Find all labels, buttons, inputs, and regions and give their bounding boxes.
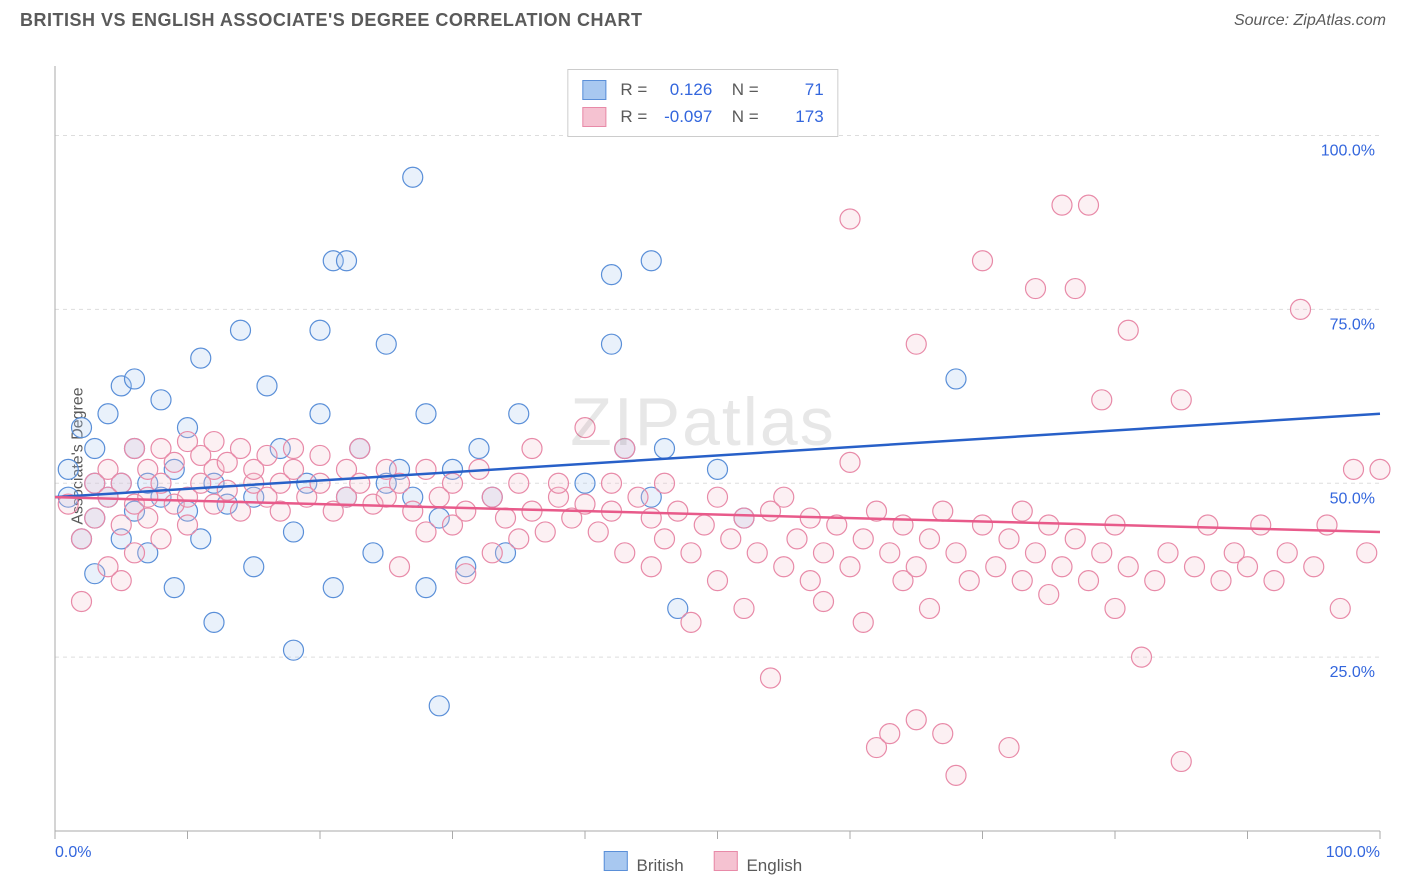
r-label: R = xyxy=(620,103,647,130)
stats-row-british: R = 0.126 N = 71 xyxy=(582,76,823,103)
stats-legend: R = 0.126 N = 71 R = -0.097 N = 173 xyxy=(567,69,838,137)
swatch-english xyxy=(582,107,606,127)
swatch-british xyxy=(582,80,606,100)
svg-text:0.0%: 0.0% xyxy=(55,844,91,861)
svg-text:75.0%: 75.0% xyxy=(1330,316,1375,333)
n-value-english: 173 xyxy=(769,103,824,130)
scatter-chart: 25.0% 50.0% 75.0% 100.0% 0.0% 100.0% xyxy=(0,31,1406,881)
legend-label-british: British xyxy=(637,856,684,875)
chart-source: Source: ZipAtlas.com xyxy=(1234,12,1386,30)
r-value-english: -0.097 xyxy=(657,103,712,130)
svg-text:100.0%: 100.0% xyxy=(1326,844,1380,861)
r-value-british: 0.126 xyxy=(657,76,712,103)
stats-row-english: R = -0.097 N = 173 xyxy=(582,103,823,130)
legend-label-english: English xyxy=(746,856,802,875)
r-label: R = xyxy=(620,76,647,103)
svg-text:50.0%: 50.0% xyxy=(1330,490,1375,507)
legend-item-english: English xyxy=(714,851,803,876)
series-legend: British English xyxy=(604,851,802,876)
swatch-british xyxy=(604,851,628,871)
svg-text:25.0%: 25.0% xyxy=(1330,664,1375,681)
svg-text:100.0%: 100.0% xyxy=(1321,143,1375,160)
chart-title: BRITISH VS ENGLISH ASSOCIATE'S DEGREE CO… xyxy=(20,10,642,31)
n-value-british: 71 xyxy=(769,76,824,103)
chart-container: Associate's Degree 25.0%50.0%75.0%100.0%… xyxy=(0,31,1406,881)
legend-item-british: British xyxy=(604,851,684,876)
swatch-english xyxy=(714,851,738,871)
n-label: N = xyxy=(722,76,758,103)
n-label: N = xyxy=(722,103,758,130)
